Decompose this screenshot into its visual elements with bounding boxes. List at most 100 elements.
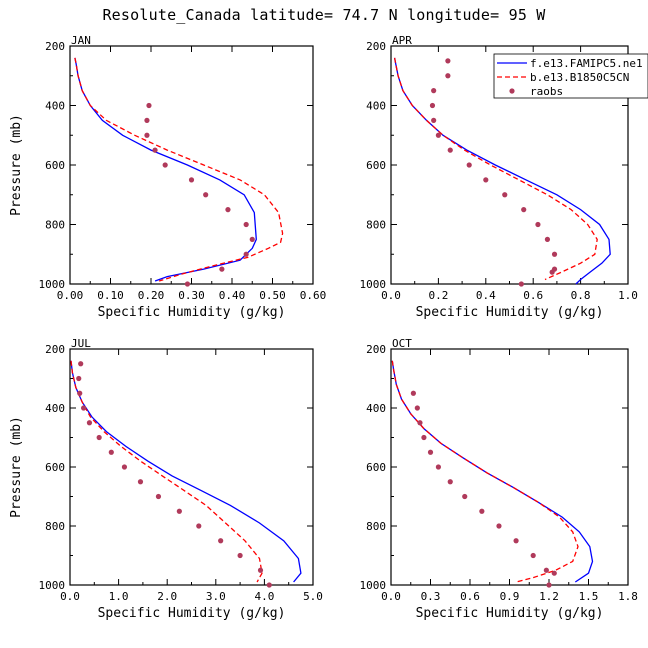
y-tick-label: 800 <box>366 520 386 533</box>
y-tick-label: 200 <box>366 40 386 53</box>
raobs-point <box>108 449 114 455</box>
raobs-point <box>184 281 191 287</box>
x-tick-label: 0.30 <box>178 289 205 302</box>
raobs-point <box>243 221 249 228</box>
raobs-point <box>549 269 555 275</box>
legend-marker-raobs <box>509 88 515 94</box>
y-tick-label: 1000 <box>360 579 387 592</box>
y-tick-label: 600 <box>366 461 386 474</box>
y-tick-label: 800 <box>45 219 65 232</box>
x-tick-label: 0.00 <box>57 289 84 302</box>
y-tick-label: 200 <box>45 343 65 356</box>
raobs-point <box>203 192 209 198</box>
raobs-point <box>86 420 93 426</box>
y-tick-label: 1000 <box>39 579 66 592</box>
x-tick-label: 1.5 <box>579 590 599 603</box>
plot-frame <box>69 348 314 586</box>
series-line-f-e13-famipc5-ne <box>74 57 257 282</box>
x-tick-label: 0.0 <box>60 590 80 603</box>
legend-label: b.e13.B1850C5CN <box>530 71 629 84</box>
raobs-point <box>414 405 420 411</box>
raobs-point <box>431 88 437 94</box>
y-tick-label: 1000 <box>360 278 387 291</box>
raobs-point <box>551 570 557 576</box>
y-axis-label: Pressure (mb) <box>9 114 24 216</box>
raobs-point <box>219 266 225 272</box>
series-line-f-e13-famipc5-ne <box>70 360 302 583</box>
raobs-point <box>521 207 527 213</box>
raobs-point <box>429 102 436 109</box>
raobs-point <box>81 405 87 411</box>
x-axis-label: Specific Humidity (g/kg) <box>416 606 604 621</box>
panel-label: JUL <box>71 337 91 350</box>
x-tick-label: 0.60 <box>300 289 327 302</box>
y-tick-label: 1000 <box>39 278 66 291</box>
x-tick-label: 1.0 <box>618 289 638 302</box>
y-tick-label: 200 <box>366 343 386 356</box>
raobs-point <box>218 538 224 544</box>
raobs-point <box>237 552 243 559</box>
series-line-f-e13-famipc5-ne <box>391 360 594 583</box>
panel-jan: JAN 0.00 0.10 0.20 0.30 0.40 0.50 0.60 200 400 600… <box>9 34 326 320</box>
raobs-point <box>431 117 437 123</box>
raobs-point <box>530 552 536 559</box>
y-tick-label: 400 <box>366 100 386 113</box>
y-tick-label: 600 <box>45 461 65 474</box>
y-tick-label: 800 <box>45 520 65 533</box>
raobs-point <box>266 582 272 588</box>
raobs-point <box>447 479 453 485</box>
figure-title: Resolute_Canada latitude= 74.7 N longitu… <box>102 6 546 24</box>
raobs-point <box>445 73 451 79</box>
raobs-point <box>76 375 82 382</box>
panel-oct: OCT 0.0 0.3 0.6 0.9 1.2 1.5 1.8 200 400 600 800 1000… <box>360 337 638 621</box>
series-line-b-e13-b1850c5cn <box>74 57 284 282</box>
y-tick-label: 600 <box>366 159 386 172</box>
x-tick-label: 0.8 <box>571 289 591 302</box>
x-tick-label: 1.0 <box>109 590 129 603</box>
x-tick-label: 0.0 <box>381 289 401 302</box>
plot-frame <box>69 45 314 285</box>
raobs-point <box>96 434 102 441</box>
series-line-b-e13-b1850c5cn <box>391 360 579 583</box>
raobs-point <box>445 58 451 64</box>
raobs-point <box>496 523 502 529</box>
x-tick-label: 0.40 <box>219 289 246 302</box>
y-tick-label: 400 <box>366 402 386 415</box>
raobs-point <box>137 479 144 485</box>
raobs-point <box>421 434 427 441</box>
raobs-point <box>121 464 128 470</box>
raobs-point <box>144 132 150 138</box>
raobs-point <box>535 221 541 228</box>
raobs-point <box>176 508 182 514</box>
raobs-point <box>427 449 434 455</box>
raobs-point <box>78 361 84 367</box>
raobs-point <box>551 251 558 257</box>
x-tick-label: 0.6 <box>460 590 480 603</box>
raobs-point <box>417 420 423 426</box>
raobs-point <box>447 147 453 153</box>
x-tick-label: 0.6 <box>523 289 543 302</box>
raobs-point <box>196 523 202 529</box>
y-tick-label: 800 <box>366 219 386 232</box>
y-tick-label: 600 <box>45 159 65 172</box>
x-tick-label: 0.4 <box>476 289 496 302</box>
panel-label: OCT <box>392 337 412 350</box>
raobs-point <box>77 390 83 396</box>
raobs-point <box>146 102 152 109</box>
raobs-point <box>144 117 150 123</box>
raobs-point <box>502 192 508 198</box>
x-tick-label: 0.2 <box>428 289 448 302</box>
x-tick-label: 0.0 <box>381 590 401 603</box>
y-tick-label: 400 <box>45 402 65 415</box>
x-tick-label: 2.0 <box>157 590 177 603</box>
raobs-point <box>188 177 195 183</box>
raobs-point <box>435 464 441 470</box>
panel-jul: JUL 0.0 1.0 2.0 3.0 4.0 5.0 200 400 600 800 1000 Spe… <box>9 337 323 621</box>
x-tick-label: 3.0 <box>206 590 226 603</box>
panel-apr: APR 0.0 0.2 0.4 0.6 0.8 1.0 200 400 600 800 1000 Spe… <box>360 34 638 320</box>
raobs-point <box>466 162 472 168</box>
x-tick-label: 1.2 <box>539 590 559 603</box>
raobs-point <box>543 567 549 573</box>
raobs-point <box>544 236 551 242</box>
